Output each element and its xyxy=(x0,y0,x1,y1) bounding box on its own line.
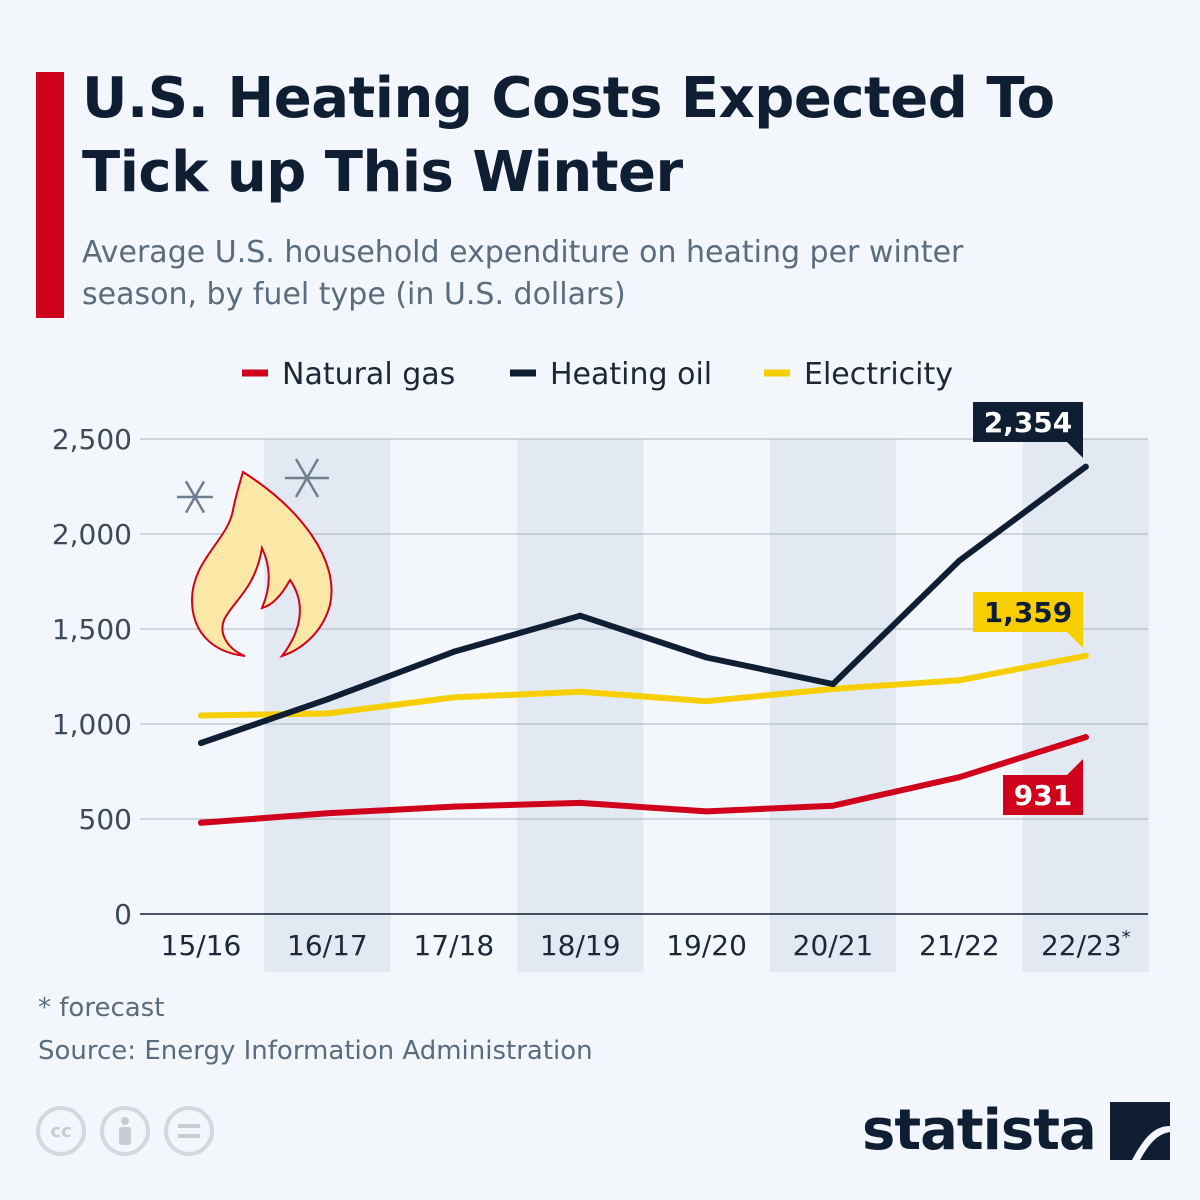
series-line xyxy=(198,734,1089,826)
data-point xyxy=(1082,652,1089,659)
value-callout: 2,354 xyxy=(973,402,1083,458)
callout-value: 931 xyxy=(1014,779,1072,812)
chart-legend: Natural gas Heating oil Electricity xyxy=(242,357,953,392)
chart-title: U.S. Heating Costs Expected To Tick up T… xyxy=(82,66,1055,205)
data-point xyxy=(577,799,584,806)
attribution-icon xyxy=(100,1106,150,1156)
data-point xyxy=(198,819,204,826)
callout-tail xyxy=(1067,442,1083,458)
callout-box xyxy=(1003,775,1083,815)
value-callout: 931 xyxy=(1003,759,1083,815)
data-point xyxy=(956,557,963,564)
category-band xyxy=(769,439,897,972)
y-axis: 0 500 1,000 1,500 2,000 2,500 xyxy=(52,423,132,931)
legend-label: Heating oil xyxy=(550,357,712,392)
x-tick-label: 17/18 xyxy=(413,929,494,962)
statista-logo[interactable]: statista xyxy=(862,1098,1170,1163)
source-note: Source: Energy Information Administratio… xyxy=(38,1036,593,1066)
line-chart: Natural gas Heating oil Electricity 0 500 1,… xyxy=(52,357,1149,972)
x-tick-label: 19/20 xyxy=(666,929,747,962)
callout-box xyxy=(973,592,1083,632)
legend-item: Natural gas xyxy=(242,357,455,392)
x-tick-label: 15/16 xyxy=(161,929,242,962)
data-point xyxy=(830,802,836,809)
data-point xyxy=(1082,463,1089,470)
x-tick-label: 20/21 xyxy=(793,929,874,962)
category-band xyxy=(1022,439,1149,972)
data-point xyxy=(577,688,584,695)
x-tick-label: 21/22 xyxy=(919,929,1000,962)
license-badges: cc xyxy=(36,1106,214,1156)
category-band xyxy=(517,439,644,972)
y-tick-label: 1,000 xyxy=(52,708,132,741)
callout-tail xyxy=(1067,632,1083,648)
data-point xyxy=(324,710,331,717)
forecast-note: * forecast xyxy=(38,993,165,1023)
legend-item: Electricity xyxy=(764,357,953,392)
flame-decoration xyxy=(177,458,333,658)
data-point xyxy=(1082,734,1089,741)
data-point xyxy=(703,698,710,705)
data-point xyxy=(830,685,836,692)
data-point xyxy=(324,696,331,703)
y-tick-label: 2,500 xyxy=(52,423,132,456)
legend-label: Electricity xyxy=(804,357,953,392)
y-tick-label: 2,000 xyxy=(52,518,132,551)
y-tick-label: 500 xyxy=(79,803,132,836)
end-value-labels: 2,354 1,359 931 xyxy=(973,402,1083,815)
cc-icon: cc xyxy=(36,1106,86,1156)
snowflake-icon xyxy=(285,458,329,498)
chart-subtitle: Average U.S. household expenditure on he… xyxy=(82,235,964,312)
data-point xyxy=(198,740,204,746)
data-point xyxy=(830,681,836,688)
snowflake-icon xyxy=(177,480,213,514)
legend-label: Natural gas xyxy=(282,357,455,392)
legend-item: Heating oil xyxy=(510,357,712,392)
x-axis: 15/16 16/17 17/18 18/19 19/20 20/21 21/22 22/23… xyxy=(161,927,1131,962)
value-callout: 1,359 xyxy=(973,592,1083,648)
data-point xyxy=(450,803,457,810)
statista-mark-icon xyxy=(1109,1101,1170,1160)
data-point xyxy=(450,694,457,701)
data-point xyxy=(956,774,963,781)
flame-icon xyxy=(190,470,333,658)
series-line xyxy=(198,463,1089,746)
data-point xyxy=(703,654,710,661)
no-derivatives-icon xyxy=(164,1106,214,1156)
callout-box xyxy=(973,402,1083,442)
callout-value: 1,359 xyxy=(984,596,1073,629)
x-tick-label: 16/17 xyxy=(287,929,368,962)
y-tick-label: 1,500 xyxy=(52,613,132,646)
title-accent-bar xyxy=(36,72,64,318)
y-tick-label: 0 xyxy=(114,898,132,931)
data-point xyxy=(956,677,963,684)
data-point xyxy=(577,612,584,619)
series-lines xyxy=(198,463,1089,826)
data-point xyxy=(450,648,457,655)
series-line xyxy=(198,652,1089,719)
data-point xyxy=(198,712,204,719)
callout-tail xyxy=(1067,759,1083,775)
x-tick-label: 18/19 xyxy=(540,929,621,962)
brand-name: statista xyxy=(862,1098,1097,1163)
callout-value: 2,354 xyxy=(984,406,1073,439)
x-tick-label: 22/23* xyxy=(1041,927,1131,962)
data-point xyxy=(324,810,331,817)
data-point xyxy=(703,808,710,815)
